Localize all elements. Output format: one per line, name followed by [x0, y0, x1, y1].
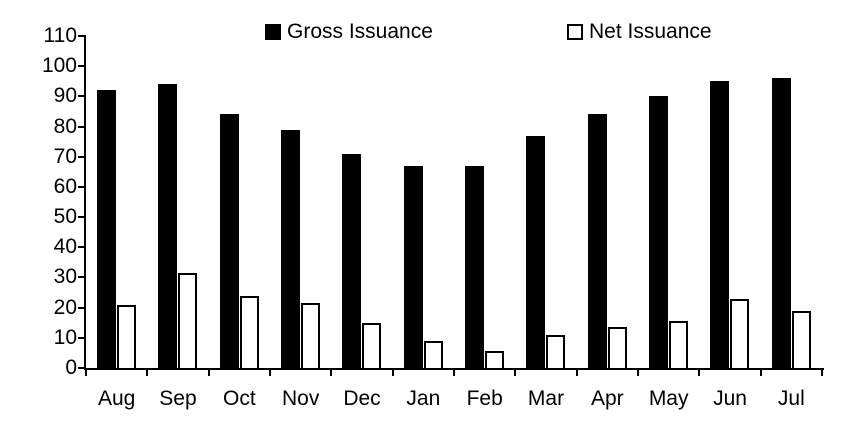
y-axis-tick-label: 100 — [41, 54, 77, 78]
y-axis-tick — [78, 276, 86, 279]
x-axis-tick — [698, 370, 701, 376]
y-axis-tick-label: 50 — [53, 205, 77, 229]
x-axis-tick — [575, 370, 578, 376]
x-axis-category-label: Apr — [590, 387, 624, 410]
net-issuance-bar — [117, 304, 136, 370]
y-axis-tick-label: 110 — [43, 24, 77, 47]
x-axis-tick — [514, 370, 517, 376]
y-axis-tick — [78, 35, 86, 37]
y-axis-tick-label: 90 — [53, 84, 77, 108]
net-issuance-swatch-icon — [567, 24, 583, 40]
x-axis-category-label: Aug — [97, 387, 136, 410]
net-issuance-bar — [791, 310, 811, 370]
x-axis-tick — [330, 370, 333, 376]
gross-issuance-bar — [158, 84, 178, 368]
x-axis-category-label: Feb — [466, 387, 503, 410]
y-axis-line — [84, 35, 86, 370]
legend-label-gross-issuance: Gross Issuance — [287, 20, 433, 43]
y-axis-tick-label: 70 — [53, 144, 77, 168]
x-axis-tick — [391, 370, 394, 376]
x-axis-tick — [821, 370, 823, 376]
net-issuance-bar — [730, 298, 750, 370]
net-issuance-bar — [423, 340, 443, 370]
x-axis-line — [84, 368, 824, 370]
y-axis-tick-label: 20 — [53, 295, 77, 319]
x-axis-category-label: Nov — [281, 387, 320, 410]
x-axis-tick — [146, 370, 149, 376]
legend-item-gross-issuance: Gross Issuance — [265, 19, 433, 45]
x-axis-category-label: Sep — [159, 387, 197, 410]
net-issuance-bar — [362, 322, 382, 370]
x-axis-category-label: Jun — [713, 387, 747, 410]
gross-issuance-bar — [771, 78, 791, 368]
gross-issuance-bar — [219, 114, 239, 368]
legend-item-net-issuance: Net Issuance — [567, 19, 712, 45]
gross-issuance-bar — [526, 135, 546, 368]
y-axis-tick — [78, 65, 86, 68]
gross-issuance-bar — [649, 96, 668, 368]
x-axis-category-label: Jul — [777, 387, 805, 410]
x-axis-tick — [453, 370, 455, 376]
y-axis-tick-label: 0 — [65, 356, 77, 379]
x-axis-tick — [637, 370, 639, 376]
y-axis-tick — [78, 336, 86, 339]
net-issuance-bar — [485, 351, 504, 370]
x-axis-tick — [85, 370, 87, 376]
y-axis-tick — [78, 125, 86, 128]
x-axis-category-label: Oct — [222, 387, 256, 410]
x-axis-category-label: Jan — [406, 387, 441, 410]
x-axis-category-label: Mar — [527, 387, 565, 410]
y-axis-tick-label: 30 — [53, 265, 77, 289]
y-axis-tick — [78, 306, 86, 309]
y-axis-tick — [78, 216, 86, 219]
net-issuance-bar — [178, 272, 198, 370]
net-issuance-bar — [301, 303, 320, 370]
gross-issuance-bar — [342, 153, 362, 368]
x-axis-category-label: Dec — [343, 387, 381, 410]
y-axis-tick-label: 40 — [53, 235, 77, 259]
gross-issuance-bar — [97, 90, 116, 368]
net-issuance-bar — [239, 295, 259, 370]
x-axis-tick — [269, 370, 271, 376]
y-axis-tick — [78, 95, 86, 98]
gross-issuance-bar — [465, 165, 484, 368]
x-axis-tick — [759, 370, 762, 376]
gross-issuance-bar — [281, 129, 300, 368]
gross-issuance-swatch-icon — [265, 24, 281, 40]
y-axis-tick — [78, 246, 86, 249]
gross-issuance-bar — [710, 81, 730, 368]
x-axis-tick — [207, 370, 210, 376]
legend-label-net-issuance: Net Issuance — [589, 20, 712, 43]
y-axis-tick — [78, 155, 86, 158]
net-issuance-bar — [546, 334, 566, 370]
y-axis-tick-label: 60 — [53, 174, 77, 198]
y-axis-tick-label: 80 — [53, 114, 77, 138]
net-issuance-bar — [607, 327, 627, 370]
y-axis-tick — [78, 185, 86, 188]
net-issuance-bar — [669, 321, 688, 370]
gross-issuance-bar — [403, 165, 423, 368]
y-axis-tick-label: 10 — [53, 325, 77, 349]
y-axis-tick — [78, 367, 86, 369]
gross-issuance-bar — [587, 114, 607, 368]
x-axis-category-label: May — [648, 387, 689, 410]
